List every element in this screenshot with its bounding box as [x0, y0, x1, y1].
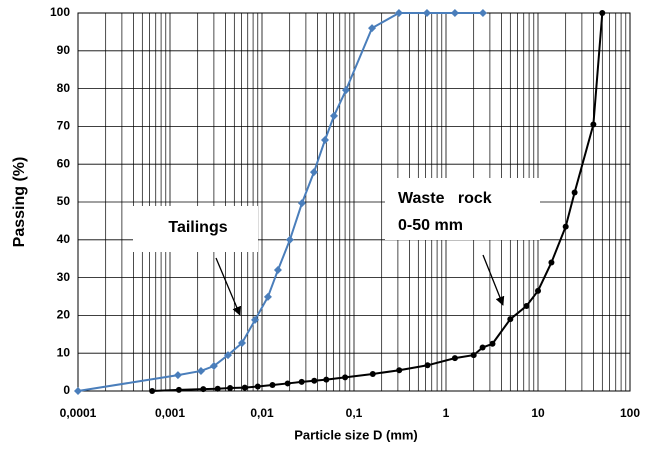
annotation-arrow: [482, 254, 505, 306]
point: [548, 259, 555, 266]
point: [479, 344, 486, 351]
annotation: Tailings: [168, 219, 227, 236]
y-tick-label: 100: [50, 5, 70, 19]
point: [321, 136, 330, 145]
point: [254, 383, 261, 390]
point: [368, 24, 377, 33]
annotation: Waste rock: [398, 190, 492, 207]
point: [478, 9, 487, 17]
point: [297, 199, 306, 208]
y-tick-label: 90: [57, 43, 71, 57]
point: [422, 9, 431, 17]
annotation-box: [385, 178, 540, 240]
x-axis-label: Particle size D (mm): [294, 427, 418, 442]
x-tick-label: 100: [620, 406, 640, 420]
point: [489, 340, 496, 347]
point: [329, 111, 338, 120]
point: [269, 381, 276, 388]
point: [507, 316, 514, 323]
point: [263, 292, 272, 301]
series-line: [152, 12, 604, 392]
point: [470, 352, 477, 359]
point: [285, 235, 294, 244]
x-tick-label: 0,01: [250, 406, 274, 420]
point: [209, 362, 218, 371]
point: [341, 86, 350, 95]
y-tick-label: 70: [57, 119, 71, 133]
point: [535, 287, 541, 294]
y-tick-label: 0: [63, 383, 70, 397]
point: [394, 9, 403, 17]
point: [223, 351, 232, 360]
point: [74, 387, 82, 395]
annotation: 0-50 mm: [398, 217, 463, 234]
point: [309, 168, 318, 177]
y-axis-label: Passing (%): [11, 157, 28, 248]
point: [298, 378, 305, 385]
y-tick-label: 30: [57, 270, 71, 284]
point: [241, 384, 248, 391]
point: [196, 366, 205, 375]
x-tick-label: 1: [443, 406, 450, 420]
y-tick-label: 40: [57, 232, 71, 246]
x-tick-label: 0,001: [155, 406, 185, 420]
plot-border: [77, 12, 631, 392]
x-tick-label: 0,0001: [60, 406, 97, 420]
point: [571, 189, 578, 196]
x-tick-label: 10: [531, 406, 545, 420]
point: [284, 380, 291, 387]
point: [251, 315, 260, 324]
point: [149, 388, 156, 394]
point: [173, 371, 182, 380]
y-tick-label: 80: [57, 81, 71, 95]
series-line: [77, 12, 483, 392]
point: [523, 302, 530, 309]
point: [323, 376, 330, 383]
y-tick-label: 20: [57, 308, 71, 322]
point: [214, 385, 221, 392]
point: [599, 10, 606, 16]
point: [342, 374, 349, 381]
point: [273, 266, 282, 275]
y-tick-label: 50: [57, 194, 71, 208]
point: [200, 386, 207, 393]
point: [175, 386, 182, 393]
point: [369, 370, 376, 377]
point: [424, 362, 431, 369]
annotation-box: [133, 206, 258, 252]
point: [227, 384, 234, 391]
point: [396, 367, 403, 374]
y-tick-label: 60: [57, 156, 71, 170]
point: [237, 338, 246, 347]
y-tick-label: 10: [57, 345, 71, 359]
x-tick-label: 0,1: [346, 406, 363, 420]
point: [311, 377, 318, 384]
point: [590, 121, 597, 128]
point: [562, 223, 569, 230]
annotation-arrow: [215, 257, 242, 316]
point: [450, 9, 459, 17]
point: [451, 355, 458, 362]
